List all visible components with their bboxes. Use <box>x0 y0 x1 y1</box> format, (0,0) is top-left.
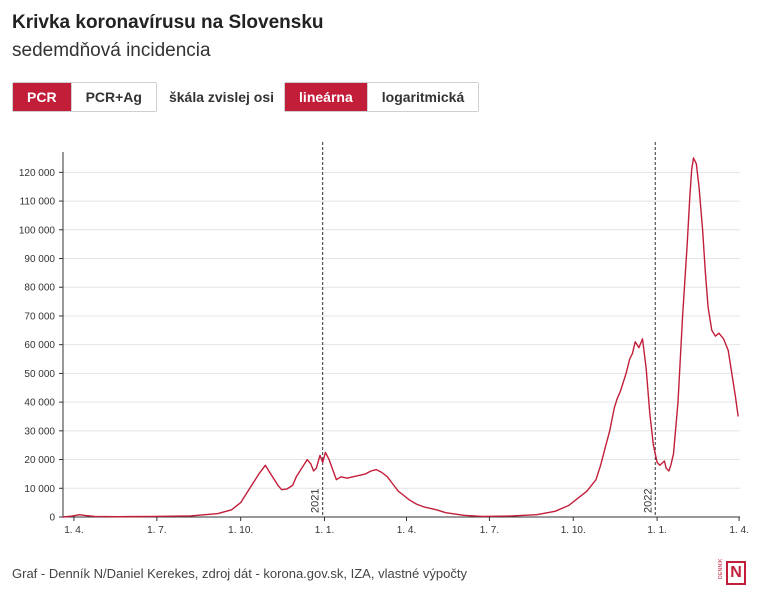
y-tick-label: 40 000 <box>24 398 55 409</box>
x-tick-label: 1. 10. <box>561 525 586 536</box>
x-tick-label: 1. 1. <box>315 525 334 536</box>
x-tick-label: 1. 1. <box>647 525 666 536</box>
logo-letter: N <box>726 561 746 585</box>
y-tick-label: 90 000 <box>24 254 55 265</box>
grid-layer <box>63 171 740 489</box>
series-layer <box>62 157 739 518</box>
annotation-layer: 2021 2022 <box>310 142 656 517</box>
y-tick-label: 10 000 <box>24 484 55 495</box>
y-tick-label: 110 000 <box>20 197 56 208</box>
linear-scale-button[interactable]: lineárna <box>285 83 367 111</box>
scale-label: škála zvislej osi <box>168 89 275 105</box>
source-note: Graf - Denník N/Daniel Kerekes, zdroj dá… <box>12 566 467 581</box>
x-tick-label: 1. 7. <box>480 525 499 536</box>
y-tick-label: 60 000 <box>24 340 55 351</box>
x-tick-label: 1. 10. <box>228 525 253 536</box>
pcr-ag-button[interactable]: PCR+Ag <box>70 83 156 111</box>
test-type-toggle: PCR PCR+Ag <box>12 82 157 112</box>
chart-controls: PCR PCR+Ag škála zvislej osi lineárna lo… <box>12 82 480 112</box>
x-tick-label: 1. 4. <box>729 525 748 536</box>
chart-title: Krivka koronavírusu na Slovensku <box>12 12 324 33</box>
y-tick-label: 70 000 <box>24 311 55 322</box>
x-tick-label: 1. 7. <box>147 525 166 536</box>
year-label: 2022 <box>642 489 654 513</box>
series-line-pcr <box>62 157 739 518</box>
x-tick-label: 1. 4. <box>64 525 83 536</box>
y-tick-label: 20 000 <box>24 455 55 466</box>
y-tick-label: 50 000 <box>24 369 55 380</box>
y-tick-label: 120 000 <box>19 168 56 179</box>
x-tick-label: 1. 4. <box>397 525 416 536</box>
axis-layer: 0 10 000 20 000 30 000 40 000 50 000 60 000 70 … <box>19 152 749 536</box>
y-tick-label: 100 000 <box>19 225 56 236</box>
y-tick-label: 30 000 <box>24 426 55 437</box>
y-tick-label: 0 <box>49 513 55 524</box>
incidence-chart: 2021 2022 0 10 000 20 000 30 000 40 000 50 000… <box>19 142 749 536</box>
dennik-n-logo: DENNÍK N <box>718 557 746 585</box>
log-scale-button[interactable]: logaritmická <box>366 83 479 111</box>
pcr-button[interactable]: PCR <box>13 83 71 111</box>
y-tick-label: 80 000 <box>24 283 55 294</box>
scale-toggle: lineárna logaritmická <box>284 82 480 112</box>
year-label: 2021 <box>310 489 322 513</box>
chart-subtitle: sedemdňová incidencia <box>12 40 211 61</box>
logo-text: DENNÍK <box>718 558 724 579</box>
